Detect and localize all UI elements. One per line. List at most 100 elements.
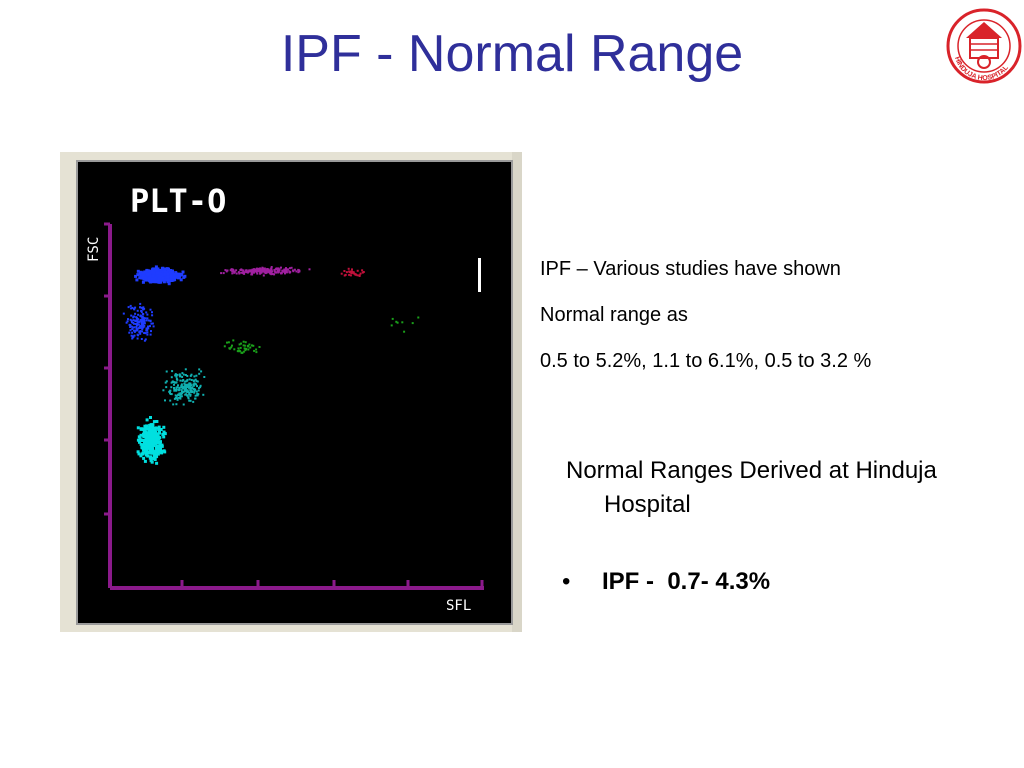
scatter-point bbox=[156, 448, 160, 451]
scatter-point bbox=[223, 345, 226, 348]
scatter-point bbox=[162, 280, 166, 284]
scatter-point bbox=[147, 274, 151, 278]
scatter-point bbox=[245, 271, 248, 274]
scatter-point bbox=[161, 276, 165, 280]
scatter-point bbox=[271, 273, 274, 275]
scatter-point bbox=[153, 441, 157, 445]
scatter-point bbox=[198, 387, 200, 390]
scatter-point bbox=[144, 447, 148, 451]
scatter-point bbox=[242, 271, 245, 274]
scatter-point bbox=[162, 425, 166, 429]
scatter-point bbox=[275, 271, 278, 274]
slide-title: IPF - Normal Range bbox=[280, 25, 744, 83]
scatter-point bbox=[198, 372, 201, 375]
scatter-point bbox=[252, 269, 255, 272]
scatter-point bbox=[182, 275, 186, 279]
scatter-point bbox=[144, 332, 147, 335]
scatter-point bbox=[130, 334, 133, 337]
scatter-point bbox=[173, 389, 176, 392]
scatter-point bbox=[396, 321, 399, 324]
scatter-point bbox=[196, 380, 199, 383]
scatter-point bbox=[142, 322, 145, 325]
scatter-point bbox=[347, 267, 350, 270]
scatter-point bbox=[146, 451, 150, 455]
scatter-point bbox=[180, 273, 184, 276]
scatter-point bbox=[159, 445, 163, 449]
scatter-point bbox=[250, 270, 253, 272]
scatter-point bbox=[134, 274, 138, 278]
scatter-point bbox=[192, 384, 195, 387]
scatter-point bbox=[190, 373, 193, 376]
scatter-point bbox=[184, 380, 187, 383]
scatter-point bbox=[285, 271, 288, 274]
scatter-point bbox=[187, 383, 190, 386]
scatter-point bbox=[175, 386, 178, 389]
scatter-point bbox=[140, 315, 143, 318]
scatter-point bbox=[395, 320, 398, 323]
scatter-point bbox=[134, 306, 137, 309]
scatter-point bbox=[190, 379, 193, 381]
scatter-point bbox=[139, 454, 143, 458]
scatter-point bbox=[159, 428, 163, 431]
scatter-point bbox=[150, 429, 153, 433]
scatter-point bbox=[178, 388, 181, 390]
scatter-point bbox=[149, 325, 151, 328]
scatter-point bbox=[139, 273, 143, 277]
scatter-point bbox=[152, 271, 156, 275]
hinduja-hospital-logo-icon: HINDUJA HOSPITAL bbox=[944, 4, 1024, 88]
scatter-point bbox=[186, 394, 189, 397]
scatter-point bbox=[351, 271, 354, 274]
scatter-point bbox=[147, 437, 151, 441]
scatter-point bbox=[194, 382, 197, 385]
scatter-point bbox=[167, 282, 171, 286]
scatter-point bbox=[390, 324, 393, 327]
scatter-point bbox=[226, 341, 228, 344]
scatter-point bbox=[188, 386, 190, 389]
scatter-point bbox=[348, 273, 351, 276]
scatter-point bbox=[270, 267, 273, 270]
scatter-point bbox=[248, 269, 251, 272]
scatter-point bbox=[177, 396, 180, 399]
scatter-point bbox=[149, 451, 153, 455]
scatter-point bbox=[150, 322, 153, 325]
scatter-point bbox=[340, 272, 343, 275]
scatter-point bbox=[139, 326, 142, 329]
scatter-point bbox=[160, 278, 164, 282]
scatter-point bbox=[160, 449, 164, 453]
scatter-point bbox=[403, 330, 406, 333]
scatter-point bbox=[155, 447, 159, 451]
scatter-point bbox=[251, 271, 254, 274]
scatter-point bbox=[250, 273, 253, 276]
scatter-point bbox=[280, 266, 282, 269]
scatter-point bbox=[134, 323, 137, 325]
scatter-point bbox=[131, 306, 134, 309]
scatter-point bbox=[140, 320, 143, 323]
scatter-point bbox=[273, 269, 276, 272]
scatter-point bbox=[273, 273, 276, 276]
scatter-point bbox=[174, 373, 177, 376]
scatter-point bbox=[137, 318, 140, 321]
scatter-point bbox=[268, 269, 271, 272]
scatter-point bbox=[236, 350, 239, 353]
scatter-point bbox=[180, 386, 183, 389]
scatter-point bbox=[243, 344, 246, 347]
scatter-point bbox=[155, 426, 159, 430]
scatter-point bbox=[149, 458, 153, 462]
scatter-point bbox=[142, 326, 145, 329]
x-axis-label: SFL bbox=[446, 598, 471, 614]
scatter-point bbox=[186, 379, 189, 382]
scatter-point bbox=[135, 325, 138, 328]
scatter-point bbox=[289, 267, 291, 270]
scatter-point bbox=[185, 393, 188, 396]
scatter-point bbox=[149, 308, 152, 311]
scatter-point bbox=[179, 374, 182, 377]
scatter-point bbox=[256, 269, 259, 272]
scatter-point bbox=[401, 321, 404, 324]
scatter-point bbox=[142, 316, 145, 319]
scatter-point bbox=[133, 319, 136, 322]
scatter-point bbox=[200, 370, 203, 373]
scatter-point bbox=[176, 397, 179, 400]
scatter-point bbox=[156, 277, 160, 281]
scatter-point bbox=[147, 319, 150, 322]
scatter-point bbox=[169, 269, 173, 272]
